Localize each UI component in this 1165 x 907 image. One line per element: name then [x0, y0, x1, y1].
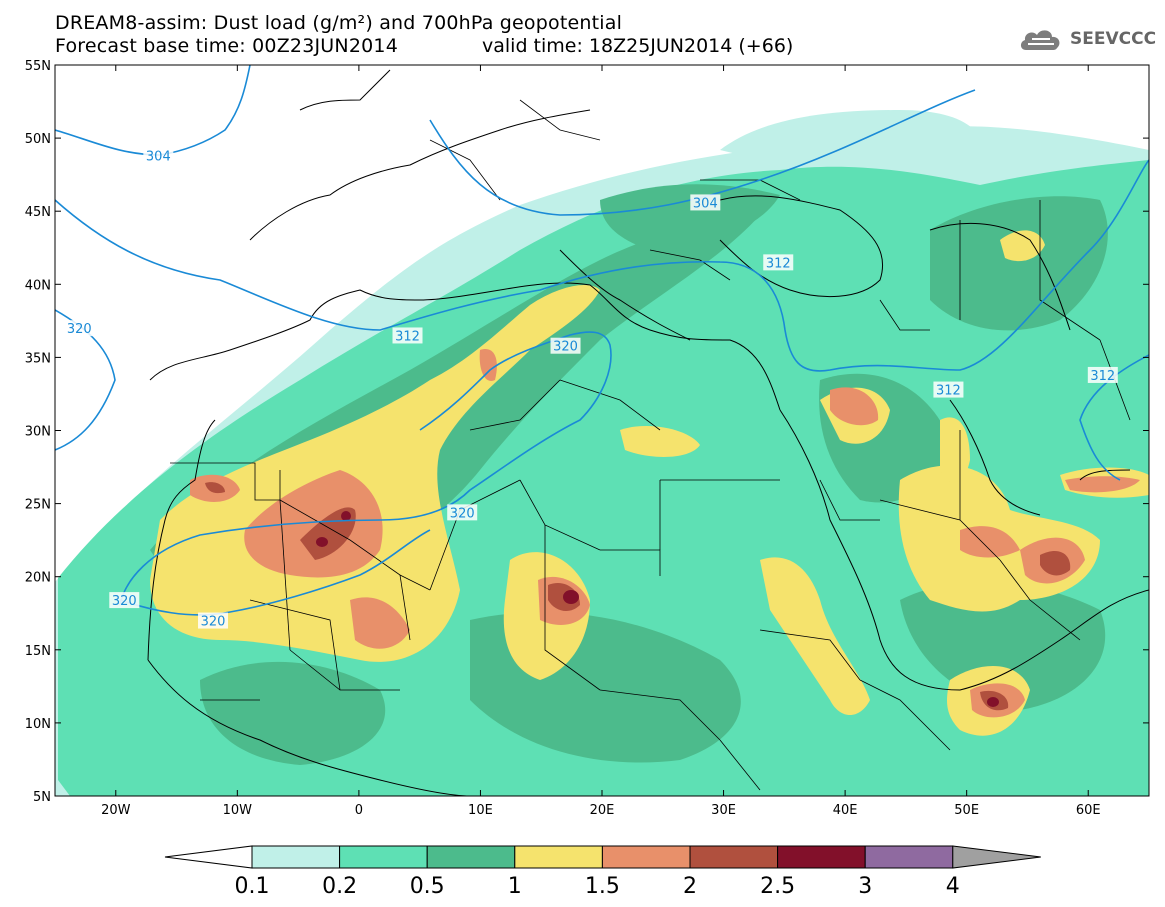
contour-312-east — [1079, 354, 1149, 481]
colorbar-max-arrow — [952, 845, 1041, 869]
contour-label: 320 — [67, 322, 92, 337]
contour-320-south — [119, 529, 431, 616]
lon-label: 60E — [1076, 803, 1101, 818]
coastlines — [147, 69, 1149, 796]
lat-label: 45N — [25, 205, 51, 220]
contour-label-bg — [763, 254, 794, 271]
geopotential-contours — [55, 65, 1149, 616]
lon-label: 20E — [590, 803, 615, 818]
contour-304-east — [429, 89, 976, 216]
contour-label: 320 — [112, 594, 137, 609]
colorbar-min-arrow — [164, 845, 253, 869]
colorbar-label: 0.5 — [410, 874, 445, 899]
contour-label: 320 — [450, 506, 475, 521]
lat-label: 25N — [25, 498, 51, 513]
colorbar-label: 1.5 — [585, 874, 620, 899]
lon-label: 50E — [954, 803, 979, 818]
map-plot-area: 304 304 312 312 312 312 320 320 320 320 320 — [55, 65, 1149, 796]
colorbar-label: 2.5 — [760, 874, 795, 899]
contour-label: 320 — [201, 615, 226, 630]
contour-label-bg — [109, 592, 140, 609]
contour-label-bg — [690, 194, 721, 211]
lon-label: 30E — [711, 803, 736, 818]
map-title: DREAM8-assim: Dust load (g/m²) and 700hP… — [55, 12, 623, 34]
contour-label: 304 — [146, 150, 171, 165]
brand-name: SEEVCCC — [1070, 29, 1157, 49]
lon-label: 0 — [355, 803, 363, 818]
colorbar-segment — [689, 845, 779, 869]
lat-label: 40N — [25, 278, 51, 293]
lat-label: 15N — [25, 644, 51, 659]
contour-label-bg — [143, 147, 174, 164]
lon-label: 40E — [833, 803, 858, 818]
lat-label: 10N — [25, 717, 51, 732]
dust-level-7-region — [316, 511, 999, 707]
colorbar-segment — [339, 845, 428, 869]
colorbar-label: 2 — [683, 874, 697, 899]
contour-320 — [119, 331, 612, 606]
contour-label: 312 — [766, 256, 791, 271]
colorbar-label: 0.2 — [322, 874, 357, 899]
longitude-axis: 20W 10W 0 10E 20E 30E 40E 50E 60E — [101, 65, 1101, 818]
colorbar-label: 3 — [858, 874, 872, 899]
colorbar: 0.1 0.2 0.5 1 1.5 2 2.5 3 4 — [164, 845, 1041, 899]
contour-label-bg — [1087, 366, 1118, 383]
colorbar-segment — [251, 845, 341, 869]
lat-label: 35N — [25, 351, 51, 366]
forecast-base-time: Forecast base time: 00Z23JUN2014 — [55, 35, 398, 57]
contour-label: 320 — [553, 340, 578, 355]
contour-label-bg — [392, 327, 423, 344]
colorbar-segment — [777, 845, 866, 869]
lat-label: 5N — [33, 790, 51, 805]
lat-label: 30N — [25, 425, 51, 440]
valid-time: valid time: 18Z25JUN2014 (+66) — [482, 35, 794, 57]
colorbar-segment — [601, 845, 691, 869]
lat-label: 55N — [25, 59, 51, 74]
contour-label: 312 — [395, 329, 420, 344]
contour-label-bg — [550, 337, 581, 354]
contour-label: 312 — [936, 384, 961, 399]
contour-label-bg — [447, 504, 478, 521]
colorbar-segment — [514, 845, 603, 869]
contour-label-bg — [933, 381, 964, 398]
colorbar-label: 1 — [508, 874, 522, 899]
lon-label: 10E — [468, 803, 493, 818]
latitude-axis: 55N 50N 45N 40N 35N 30N 25N 20N 15N 10N 5N — [25, 59, 1149, 805]
colorbar-segment — [426, 845, 516, 869]
colorbar-label: 0.1 — [235, 874, 270, 899]
contour-labels: 304 304 312 312 312 312 320 320 320 320 320 — [64, 147, 1118, 630]
lon-label: 10W — [223, 803, 253, 818]
contour-label: 304 — [693, 196, 718, 211]
contour-label: 312 — [1090, 369, 1115, 384]
brand-logo: SEEVCCC — [1018, 24, 1156, 54]
contour-312 — [55, 159, 1149, 372]
lon-label: 20W — [101, 803, 131, 818]
lat-label: 20N — [25, 571, 51, 586]
colorbar-label: 4 — [946, 874, 960, 899]
contour-label-bg — [64, 320, 95, 337]
cloud-logo-icon — [1020, 30, 1060, 50]
lat-label: 50N — [25, 132, 51, 147]
colorbar-segment — [864, 845, 954, 869]
contour-304-west — [55, 65, 251, 156]
contour-label-bg — [198, 612, 229, 629]
